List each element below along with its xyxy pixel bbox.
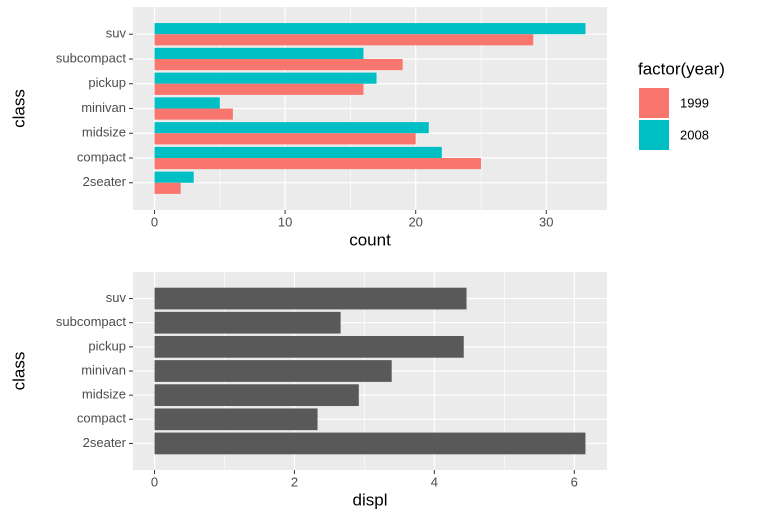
legend-key [639,88,669,118]
y-tick-label: suv [106,26,127,41]
bar [154,34,534,46]
bar [154,158,481,170]
bar [154,287,467,310]
x-axis-title: count [349,230,391,249]
y-tick-label: minivan [81,100,126,115]
legend-title: factor(year) [638,59,725,78]
y-tick-label: compact [77,149,127,164]
bar [154,432,586,455]
y-tick-label: 2seater [83,174,127,189]
y-tick-label: subcompact [56,50,126,65]
y-tick-label: compact [77,411,127,426]
x-tick-label: 10 [278,214,292,229]
x-tick-label: 30 [539,214,553,229]
y-tick-label: suv [106,290,127,305]
bar [154,146,442,159]
y-tick-label: midsize [82,387,126,402]
y-tick-label: midsize [82,125,126,140]
bar [154,360,392,382]
bar [154,133,416,145]
bar [154,108,233,120]
bar [154,384,359,407]
y-tick-label: pickup [88,338,126,353]
x-tick-label: 2 [291,474,298,489]
y-axis-title: class [9,352,28,391]
y-tick-label: subcompact [56,314,126,329]
x-tick-label: 0 [151,214,158,229]
legend-label: 1999 [680,95,709,110]
bar [154,122,429,134]
bar [154,335,464,358]
bar [154,58,403,71]
y-tick-label: 2seater [83,435,127,450]
x-axis-title: displ [353,490,388,509]
bar [154,23,586,35]
y-tick-label: minivan [81,362,126,377]
bar [154,47,364,59]
bar [154,408,318,431]
x-tick-label: 20 [408,214,422,229]
legend-label: 2008 [680,127,709,142]
bar [154,72,377,84]
x-tick-label: 0 [151,474,158,489]
bar [154,311,341,334]
y-tick-label: pickup [88,75,126,90]
y-axis-title: class [9,89,28,128]
x-tick-label: 6 [571,474,578,489]
bar [154,182,181,194]
legend-key [639,120,669,150]
bar [154,97,220,109]
bar [154,171,194,183]
bar [154,83,364,95]
x-tick-label: 4 [431,474,438,489]
